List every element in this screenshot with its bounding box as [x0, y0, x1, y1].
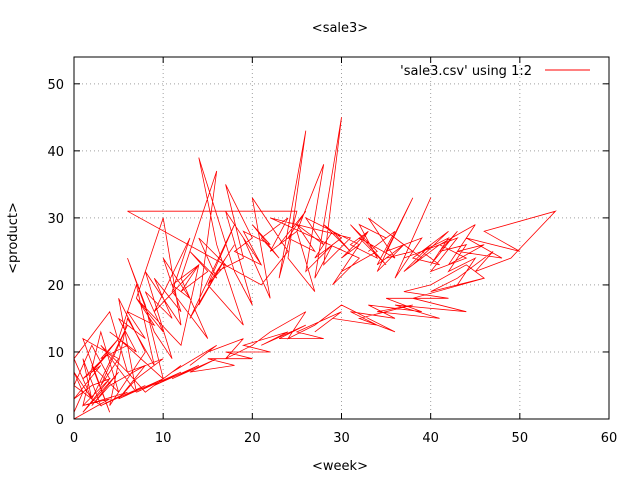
x-tick-label: 50 [512, 431, 529, 446]
x-tick-label: 30 [333, 431, 350, 446]
x-tick-label: 40 [422, 431, 439, 446]
x-tick-label: 10 [155, 431, 172, 446]
x-axis-label: <week> [312, 459, 368, 474]
legend: 'sale3.csv' using 1:2 [400, 64, 590, 79]
y-axis: 0 10 20 30 40 50 [47, 78, 609, 428]
x-axis: 0 10 20 30 40 50 60 [70, 57, 617, 446]
y-tick-label: 40 [47, 145, 64, 160]
y-tick-label: 10 [47, 346, 64, 361]
x-tick-label: 20 [244, 431, 261, 446]
legend-label: 'sale3.csv' using 1:2 [400, 64, 532, 79]
chart-title: <sale3> [312, 21, 368, 36]
y-tick-label: 50 [47, 78, 64, 93]
series-layer [74, 117, 557, 419]
y-tick-label: 0 [56, 413, 64, 428]
series-line [74, 117, 557, 419]
y-tick-label: 30 [47, 212, 64, 227]
x-tick-label: 0 [70, 431, 78, 446]
x-tick-label: 60 [601, 431, 618, 446]
y-tick-label: 20 [47, 279, 64, 294]
y-axis-label: <product> [6, 202, 21, 274]
